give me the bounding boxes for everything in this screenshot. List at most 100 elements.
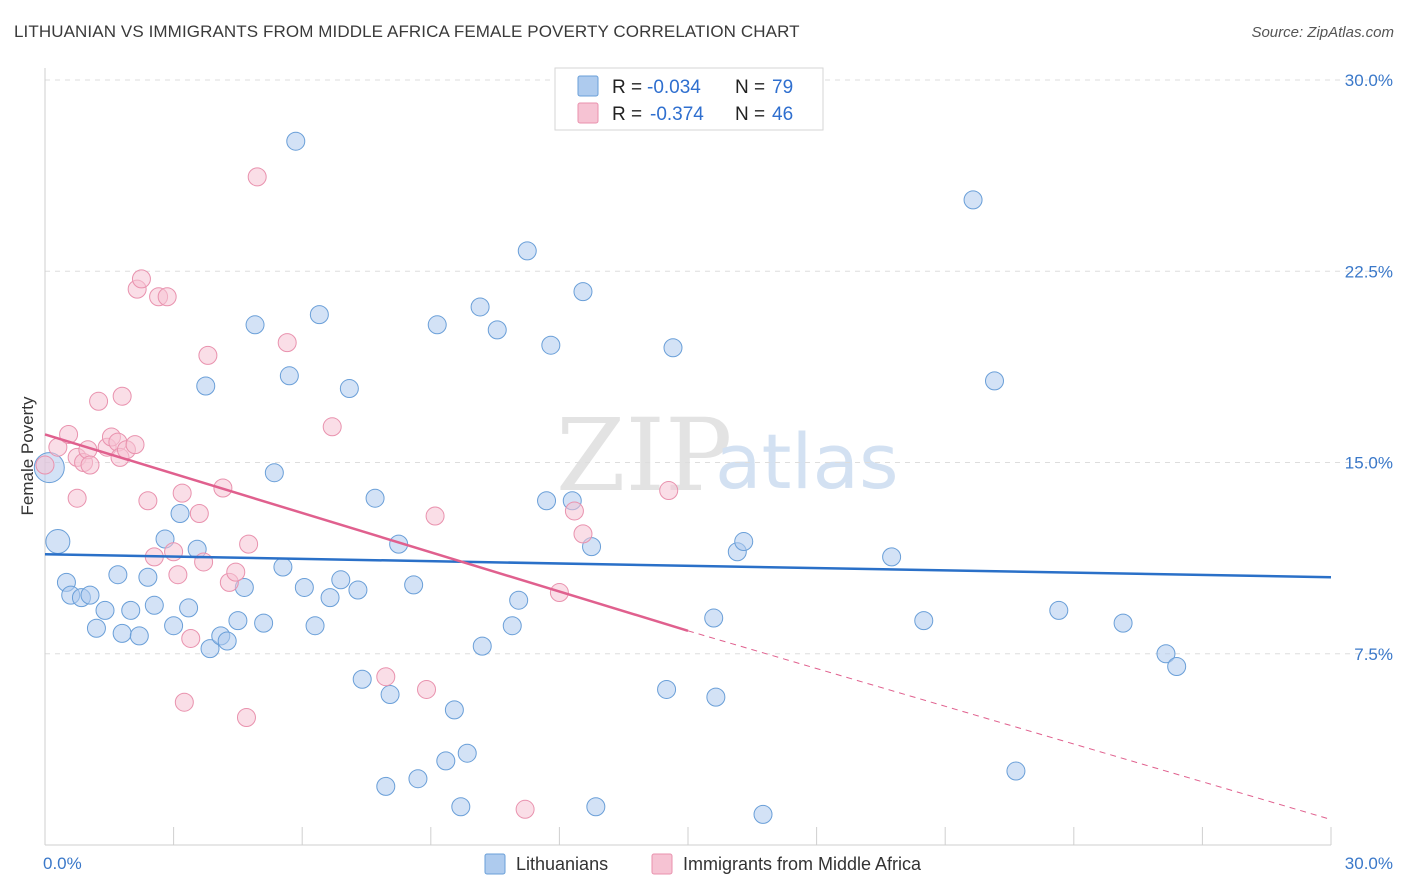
lithuanians-point <box>541 335 561 355</box>
y-tick-labels: 7.5% 15.0% 22.5% 30.0% <box>1345 71 1393 664</box>
lithuanians-point <box>138 567 158 587</box>
lithuanians-point <box>95 600 115 620</box>
trend-lines <box>44 433 1332 820</box>
middle-africa-point <box>168 565 188 585</box>
middle-africa-point <box>112 386 132 406</box>
lithuanians-point <box>365 488 385 508</box>
lithuanians-point <box>706 687 726 707</box>
series-legend: Lithuanians Immigrants from Middle Afric… <box>484 853 922 875</box>
lithuanians-point <box>509 590 529 610</box>
middle-africa-point <box>172 483 192 503</box>
middle-africa-point <box>164 542 184 562</box>
middle-africa-trend-line <box>44 433 689 632</box>
legend-r-value-2: -0.374 <box>650 104 704 125</box>
lithuanians-point <box>339 379 359 399</box>
lithuanians-point <box>1006 761 1026 781</box>
lithuanians-point <box>663 338 683 358</box>
middle-africa-point <box>659 481 679 501</box>
lithuanians-point <box>228 611 248 631</box>
lithuanians-point <box>734 532 754 552</box>
y-tick-label: 15.0% <box>1345 454 1393 473</box>
lithuanians-point <box>179 598 199 618</box>
middle-africa-point <box>322 417 342 437</box>
middle-africa-point <box>131 269 151 289</box>
lithuanians-point <box>537 491 557 511</box>
lithuanians-point <box>45 529 71 555</box>
lithuanians-point <box>331 570 351 590</box>
watermark-zip: ZIP <box>556 397 732 514</box>
bottom-legend-label-lithuanians: Lithuanians <box>516 854 608 874</box>
lithuanians-point <box>121 600 141 620</box>
lithuanians-point <box>436 751 456 771</box>
lithuanians-point <box>279 366 299 386</box>
lithuanians-point <box>286 131 306 151</box>
x-tick-label-min: 0.0% <box>43 854 82 873</box>
lithuanians-point <box>457 743 477 763</box>
middle-africa-point <box>157 287 177 307</box>
middle-africa-point <box>277 333 297 353</box>
middle-africa-point <box>564 501 584 521</box>
lithuanians-point <box>352 669 372 689</box>
middle-africa-point <box>138 491 158 511</box>
y-tick-label: 30.0% <box>1345 71 1393 90</box>
middle-africa-point <box>515 799 535 819</box>
lithuanians-point <box>753 804 773 824</box>
lithuanians-point <box>164 616 184 636</box>
lithuanians-point <box>200 639 220 659</box>
lithuanians-point <box>427 315 447 335</box>
lithuanians-point <box>196 376 216 396</box>
lithuanians-point <box>502 616 522 636</box>
lithuanians-point <box>470 297 490 317</box>
bottom-legend-label-middle-africa: Immigrants from Middle Africa <box>683 854 922 874</box>
middle-africa-trend-extension <box>687 630 1332 820</box>
lithuanians-point <box>309 305 329 325</box>
middle-africa-point <box>376 667 396 687</box>
legend-swatch-lithuanians <box>577 75 599 97</box>
middle-africa-point <box>80 455 100 475</box>
bottom-legend-swatch-middle-africa <box>651 853 673 875</box>
legend-box <box>554 67 824 131</box>
legend-swatch-middle-africa <box>577 102 599 124</box>
middle-africa-point <box>198 345 218 365</box>
lithuanians-point <box>80 585 100 605</box>
legend-r-label-1: R = <box>612 77 642 98</box>
lithuanians-point <box>451 797 471 817</box>
lithuanians-point <box>882 547 902 567</box>
lithuanians-point <box>408 769 428 789</box>
middle-africa-point <box>573 524 593 544</box>
middle-africa-point <box>236 708 256 727</box>
lithuanians-point <box>305 616 325 636</box>
bottom-legend-swatch-lithuanians <box>484 853 506 875</box>
middle-africa-point <box>125 435 145 455</box>
watermark-atlas: atlas <box>715 417 899 506</box>
lithuanians-point <box>1167 657 1187 676</box>
legend-n-label-1: N = <box>735 77 765 98</box>
lithuanians-point <box>404 575 424 595</box>
middle-africa-point <box>89 391 109 411</box>
lithuanians-point <box>144 595 164 615</box>
lithuanians-point <box>320 588 340 608</box>
legend-n-value-2: 46 <box>772 104 793 125</box>
middle-africa-point <box>67 488 87 508</box>
correlation-legend: R = -0.034 N = 79 R = -0.374 N = 46 <box>554 67 824 131</box>
x-ticks <box>173 827 1332 845</box>
lithuanians-point <box>1049 600 1069 620</box>
middle-africa-point <box>226 562 246 582</box>
lithuanians-point <box>472 636 492 656</box>
lithuanians-point <box>963 190 983 210</box>
legend-r-label-2: R = <box>612 104 642 125</box>
lithuanians-point <box>1156 644 1176 664</box>
lithuanians-point <box>273 557 293 577</box>
x-tick-label-max: 30.0% <box>1345 854 1393 873</box>
middle-africa-point <box>417 679 437 699</box>
lithuanians-point <box>264 463 284 483</box>
lithuanians-point <box>348 580 368 600</box>
y-tick-label: 7.5% <box>1354 645 1393 664</box>
lithuanians-point <box>245 315 265 335</box>
lithuanians-point <box>108 565 128 585</box>
lithuanians-point <box>380 685 400 705</box>
lithuanians-point <box>914 611 934 631</box>
middle-africa-point <box>35 455 55 475</box>
legend-r-value-1: -0.034 <box>647 77 701 98</box>
